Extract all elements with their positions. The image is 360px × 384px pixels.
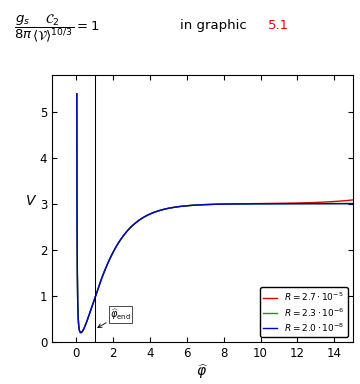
Text: in graphic: in graphic — [180, 19, 251, 32]
Y-axis label: $V$: $V$ — [25, 194, 38, 208]
Text: $\dfrac{g_s}{8\pi}\dfrac{\mathcal{C}_2}{\langle\mathcal{V}\rangle^{10/3}} = 1$: $\dfrac{g_s}{8\pi}\dfrac{\mathcal{C}_2}{… — [14, 12, 100, 44]
Legend: $R = 2.7\cdot 10^{-5}$, $R = 2.3\cdot 10^{-6}$, $R = 2.0\cdot 10^{-8}$: $R = 2.7\cdot 10^{-5}$, $R = 2.3\cdot 10… — [260, 287, 348, 337]
X-axis label: $\widehat{\varphi}$: $\widehat{\varphi}$ — [196, 362, 209, 381]
Text: 5.1: 5.1 — [268, 19, 289, 32]
Text: $\widehat{\varphi}_{\mathrm{end}}$: $\widehat{\varphi}_{\mathrm{end}}$ — [98, 307, 131, 328]
